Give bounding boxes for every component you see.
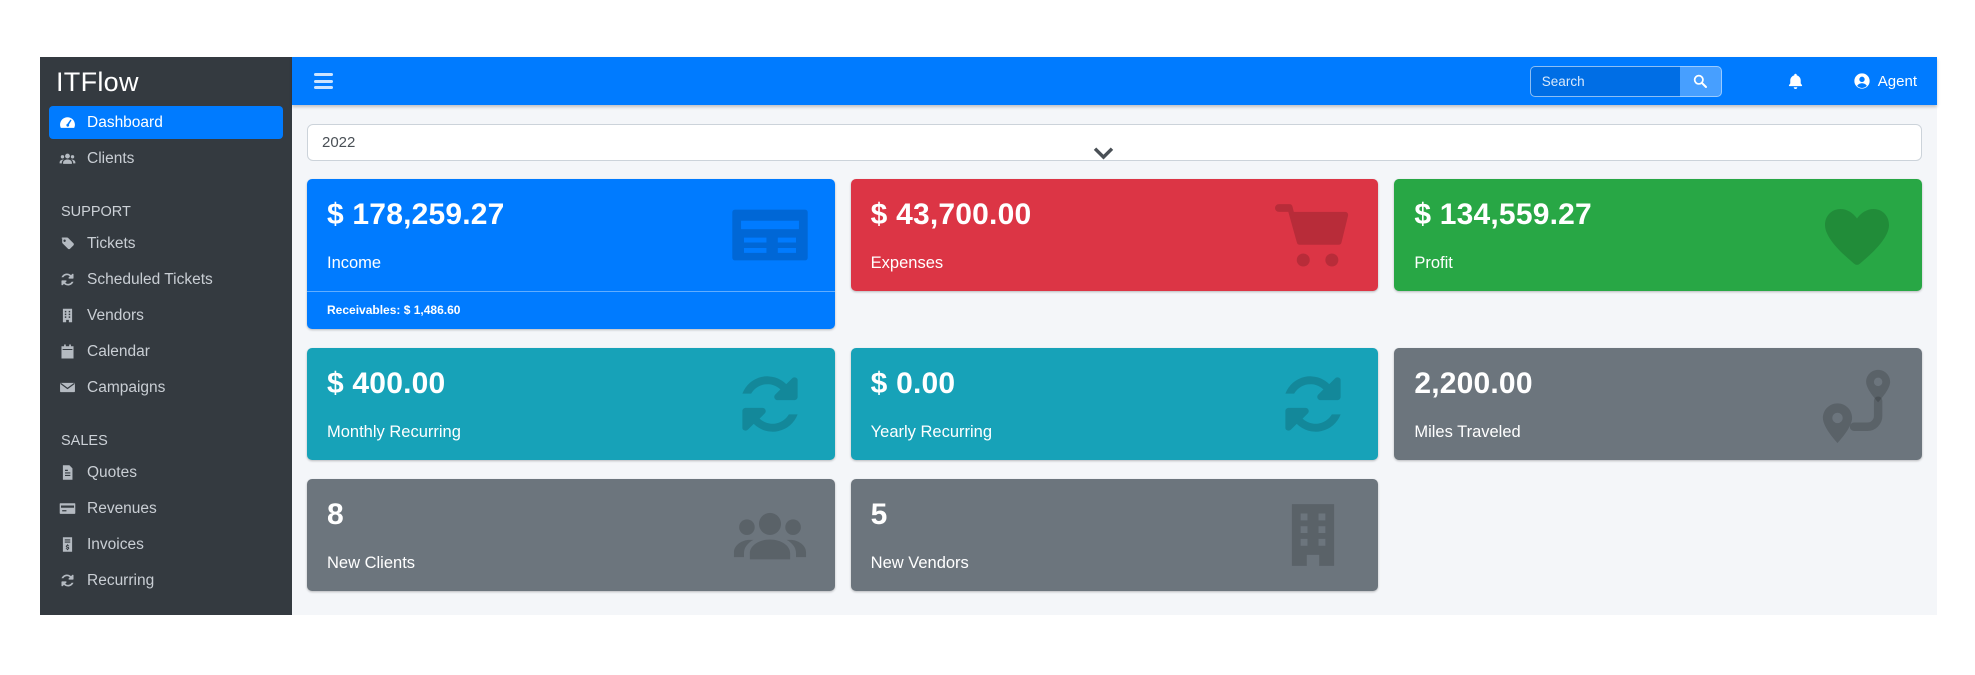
bell-icon xyxy=(1786,72,1805,91)
stat-card-miles-traveled: 2,200.00 Miles Traveled xyxy=(1394,348,1922,460)
sidebar-item-clients[interactable]: Clients xyxy=(49,142,283,175)
stat-value: $ 0.00 xyxy=(870,367,956,400)
stat-card-expenses: $ 43,700.00 Expenses xyxy=(850,179,1379,291)
file-icon xyxy=(59,464,87,481)
sidebar-item-label: Invoices xyxy=(87,535,144,553)
sidebar-item-recurring[interactable]: Recurring xyxy=(49,564,283,597)
sidebar-item-invoices[interactable]: Invoices xyxy=(49,528,283,561)
user-menu-label: Agent xyxy=(1877,72,1917,90)
sidebar-item-label: Dashboard xyxy=(87,113,163,131)
sidebar-item-scheduled-tickets[interactable]: Scheduled Tickets xyxy=(49,263,283,296)
sync-icon xyxy=(731,365,809,443)
sidebar-item-label: Clients xyxy=(87,149,135,167)
sidebar-item-label: Revenues xyxy=(87,499,157,517)
stat-label: New Vendors xyxy=(870,554,969,572)
stat-label: Miles Traveled xyxy=(1414,423,1521,441)
shopping-cart-icon xyxy=(1274,196,1352,274)
sidebar-item-dashboard[interactable]: Dashboard xyxy=(49,106,283,139)
stat-value: 2,200.00 xyxy=(1414,367,1533,400)
tag-icon xyxy=(59,235,87,252)
menu-toggle-button[interactable] xyxy=(310,67,337,95)
stat-value: 8 xyxy=(327,498,344,531)
stat-value: $ 400.00 xyxy=(327,367,446,400)
user-menu[interactable]: Agent xyxy=(1853,72,1917,90)
stat-card-income: $ 178,259.27 Income Receivables: $ 1,486… xyxy=(307,179,835,329)
stat-card-yearly-recurring: $ 0.00 Yearly Recurring xyxy=(850,348,1379,460)
sidebar-item-revenues[interactable]: Revenues xyxy=(49,492,283,525)
sidebar-section-header-sales: SALES xyxy=(61,433,108,449)
users-icon xyxy=(59,150,87,167)
stat-value: 5 xyxy=(870,498,888,531)
heart-icon xyxy=(1818,196,1896,274)
stat-card-profit: $ 134,559.27 Profit xyxy=(1394,179,1922,291)
building-icon xyxy=(59,307,87,324)
year-select-wrap: 2022 xyxy=(307,124,1922,161)
sidebar-item-campaigns[interactable]: Campaigns xyxy=(49,371,283,404)
stat-label: Income xyxy=(327,254,382,272)
stat-value: $ 178,259.27 xyxy=(327,198,505,231)
money-check-icon xyxy=(731,196,809,274)
sidebar-item-label: Quotes xyxy=(87,463,137,481)
stat-value: $ 43,700.00 xyxy=(870,198,1032,231)
search-icon xyxy=(1692,73,1708,89)
invoice-dollar-icon xyxy=(59,536,87,553)
sidebar-item-label: Recurring xyxy=(87,571,155,589)
search-button[interactable] xyxy=(1679,65,1722,97)
app-window: ITFlow Dashboard Clients SUPPORT Tickets… xyxy=(40,57,1937,615)
search-input[interactable] xyxy=(1529,65,1680,97)
notifications-button[interactable] xyxy=(1786,72,1805,91)
sidebar: ITFlow Dashboard Clients SUPPORT Tickets… xyxy=(40,57,292,615)
building-icon xyxy=(1274,496,1352,574)
sync-icon xyxy=(59,271,87,288)
dashboard-content: 2022 $ 178,259.27 Income Receivables: $ … xyxy=(292,105,1937,615)
stat-label: New Clients xyxy=(327,554,416,572)
sidebar-item-label: Calendar xyxy=(87,342,150,360)
sidebar-item-quotes[interactable]: Quotes xyxy=(49,456,283,489)
sidebar-item-label: Vendors xyxy=(87,306,144,324)
main-column: Agent 2022 $ 178,259.27 Income Receivabl… xyxy=(292,57,1937,615)
stat-label: Yearly Recurring xyxy=(870,423,993,441)
stat-label: Monthly Recurring xyxy=(327,423,461,441)
credit-card-icon xyxy=(59,500,87,517)
stat-label: Profit xyxy=(1414,254,1453,272)
stats-grid: $ 178,259.27 Income Receivables: $ 1,486… xyxy=(307,179,1922,591)
user-circle-icon xyxy=(1853,72,1871,90)
tachometer-icon xyxy=(59,114,87,131)
route-icon xyxy=(1818,365,1896,443)
sidebar-item-label: Campaigns xyxy=(87,378,166,396)
sidebar-item-tickets[interactable]: Tickets xyxy=(49,227,283,260)
sidebar-item-label: Tickets xyxy=(87,234,136,252)
app-logo[interactable]: ITFlow xyxy=(56,66,139,97)
stat-card-monthly-recurring: $ 400.00 Monthly Recurring xyxy=(307,348,835,460)
stat-card-footer-link[interactable]: Receivables: $ 1,486.60 xyxy=(307,291,835,329)
sidebar-nav: Dashboard Clients SUPPORT Tickets Schedu… xyxy=(40,103,292,603)
sync-icon xyxy=(1274,365,1352,443)
sidebar-item-vendors[interactable]: Vendors xyxy=(49,299,283,332)
stat-label: Expenses xyxy=(870,254,944,272)
year-select[interactable]: 2022 xyxy=(307,124,1922,161)
stat-value: $ 134,559.27 xyxy=(1414,198,1592,231)
sidebar-item-calendar[interactable]: Calendar xyxy=(49,335,283,368)
stat-card-new-vendors: 5 New Vendors xyxy=(850,479,1379,591)
sidebar-item-label: Scheduled Tickets xyxy=(87,270,213,288)
top-navbar: Agent xyxy=(292,57,1937,105)
search-group xyxy=(1529,65,1722,97)
envelope-icon xyxy=(59,379,87,396)
stat-card-new-clients: 8 New Clients xyxy=(307,479,835,591)
users-icon xyxy=(731,496,809,574)
calendar-icon xyxy=(59,343,87,360)
sidebar-section-header-support: SUPPORT xyxy=(61,204,131,220)
sync-icon xyxy=(59,572,87,589)
